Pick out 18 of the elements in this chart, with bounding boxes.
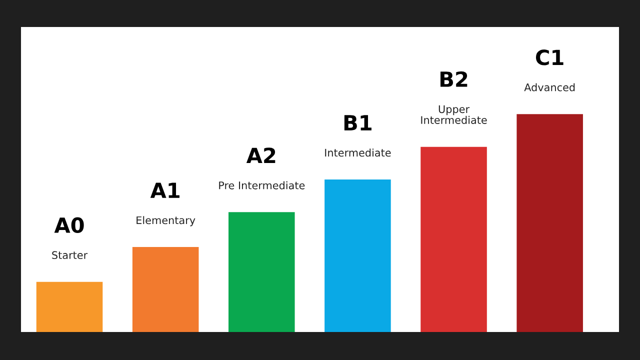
text: Advanced (524, 83, 575, 92)
bar (132, 247, 199, 332)
bar (228, 212, 295, 332)
bar (324, 180, 391, 332)
x-tick-label: C1 (536, 50, 564, 66)
x-tick-label: B2 (440, 71, 468, 87)
x-tick-label: B1 (344, 115, 372, 130)
x-tick-label: A1 (150, 182, 180, 198)
annotation: Intermediate (325, 148, 391, 157)
annotation: Upper Intermediate (421, 105, 487, 124)
annotation: Elementary (136, 216, 196, 226)
bar (36, 282, 103, 332)
bar (516, 114, 583, 332)
bar (420, 146, 487, 332)
x-tick-label: A2 (246, 148, 276, 164)
annotation: Starter (52, 251, 88, 260)
annotation: Pre Intermediate (219, 181, 305, 190)
x-tick-label: A0 (54, 217, 84, 234)
